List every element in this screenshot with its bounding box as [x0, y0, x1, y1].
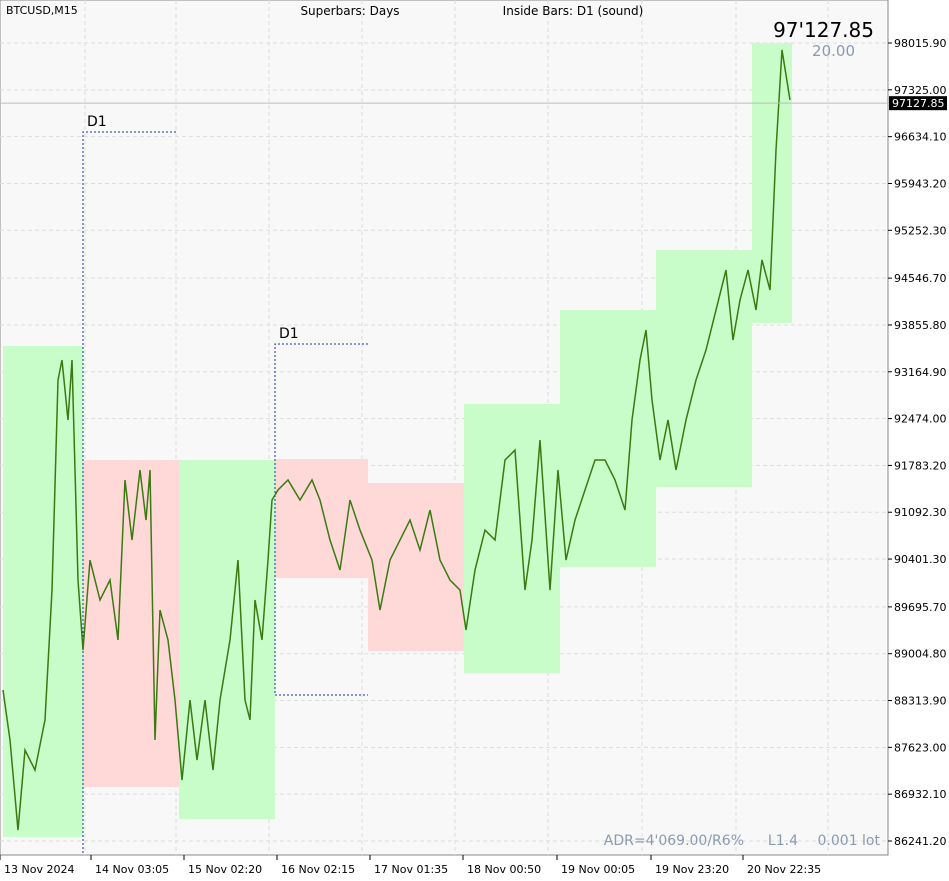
x-tick-label: 13 Nov 2024 — [4, 863, 74, 876]
y-tick-label: 91783.20 — [894, 459, 947, 472]
y-tick-label: 98015.90 — [894, 37, 947, 50]
y-tick-label: 89695.70 — [894, 601, 947, 614]
inside-label: Inside Bars: D1 (sound) — [503, 4, 644, 18]
inside-bar — [82, 131, 176, 855]
superbar — [275, 459, 368, 579]
current-price-box — [889, 96, 947, 111]
y-tick-label: 93855.80 — [894, 319, 947, 332]
lot: 0.001 lot — [818, 833, 881, 849]
symbol: BTCUSD,M15 — [6, 4, 78, 17]
leverage: L1.4 — [768, 833, 798, 849]
y-tick-label: 91092.30 — [894, 506, 947, 519]
x-tick-label: 16 Nov 02:15 — [281, 863, 355, 876]
y-tick-label: 88313.90 — [894, 695, 947, 708]
inside-bar-label: D1 — [279, 326, 299, 342]
y-tick-label: 86932.10 — [894, 788, 947, 801]
x-tick-label: 19 Nov 00:05 — [561, 863, 635, 876]
price-line — [2, 49, 791, 831]
y-tick-label: 97325.00 — [894, 84, 947, 97]
y-tick-label: 96634.10 — [894, 131, 947, 144]
inside-bar — [274, 343, 368, 696]
y-tick-label: 94546.70 — [894, 272, 947, 285]
y-tick-label: 92474.00 — [894, 413, 947, 426]
y-tick-label: 93164.90 — [894, 366, 947, 379]
superbar — [656, 250, 752, 488]
x-tick-label: 18 Nov 00:50 — [467, 863, 541, 876]
x-tick-label: 15 Nov 02:20 — [188, 863, 262, 876]
superbar — [83, 459, 179, 788]
big-price: 97'127.85 — [773, 18, 874, 42]
superbar — [752, 42, 792, 324]
y-tick-label: 89004.80 — [894, 648, 947, 661]
x-tick-label: 19 Nov 23:20 — [655, 863, 729, 876]
y-tick-label: 86241.20 — [894, 835, 947, 848]
superbar — [368, 483, 464, 652]
y-tick-label: 95252.30 — [894, 224, 947, 237]
superbar — [464, 404, 560, 674]
inside-bar-label: D1 — [87, 114, 107, 130]
spread: 20.00 — [812, 42, 855, 60]
x-tick-label: 14 Nov 03:05 — [95, 863, 169, 876]
y-tick-label: 90401.30 — [894, 553, 947, 566]
y-tick-label: 95943.20 — [894, 177, 947, 190]
superbar — [560, 310, 656, 568]
current-price-label: 97127.85 — [892, 97, 945, 110]
adr: ADR=4'069.00/R6% — [604, 833, 744, 849]
superbar — [179, 459, 275, 820]
x-tick-label: 20 Nov 22:35 — [747, 863, 821, 876]
x-tick-label: 17 Nov 01:35 — [374, 863, 448, 876]
superbar — [3, 346, 83, 838]
y-tick-label: 87623.00 — [894, 741, 947, 754]
superbars-label: Superbars: Days — [300, 4, 399, 18]
